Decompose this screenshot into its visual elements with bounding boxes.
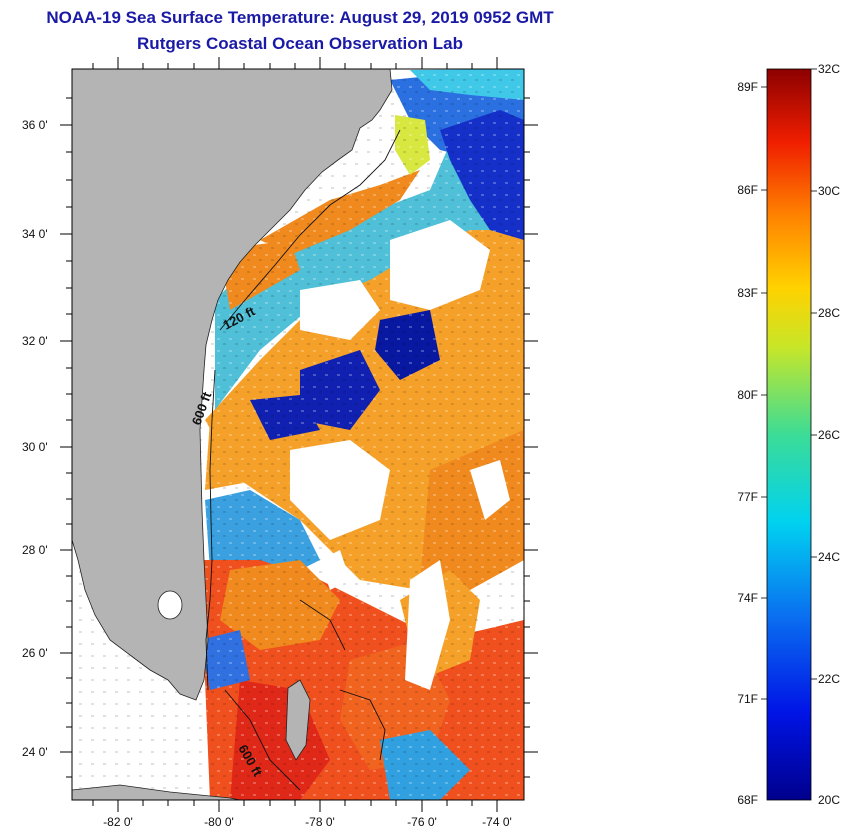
colorbar-label-f: 80F — [737, 388, 758, 402]
lon-label: -78 0' — [305, 815, 335, 829]
depth-contours — [205, 129, 401, 791]
lon-tick: -82 0' — [103, 57, 133, 829]
land-mainland — [72, 69, 393, 701]
lon-tick: -80 0' — [204, 57, 234, 829]
map-title: NOAA-19 Sea Surface Temperature: August … — [46, 8, 554, 27]
colorbar-gradient — [766, 68, 812, 801]
lon-tick: -78 0' — [305, 57, 335, 829]
lat-label: 30 0' — [22, 440, 48, 454]
colorbar-label-f: 77F — [737, 490, 758, 504]
lat-label: 36 0' — [22, 118, 48, 132]
colorbar-label-c: 22C — [818, 672, 840, 686]
latitude-axis: 36 0' 34 0' 32 0' 30 0' 28 0' 26 0' 24 0… — [22, 97, 538, 778]
cloud-mask — [290, 220, 510, 690]
lat-tick: 26 0' — [22, 646, 538, 660]
map-panel: 120 ft 600 ft 600 ft — [72, 69, 524, 800]
colorbar-label-c: 20C — [818, 793, 840, 807]
colorbar: 89F 86F 83F 80F 77F 74F 71F 68F 32C 30C … — [737, 62, 840, 807]
map-frame — [71, 68, 525, 801]
colorbar-label-c: 30C — [818, 184, 840, 198]
lat-label: 24 0' — [22, 745, 48, 759]
colorbar-label-c: 28C — [818, 306, 840, 320]
map-subtitle: Rutgers Coastal Ocean Observation Lab — [137, 34, 463, 53]
lat-tick: 32 0' — [22, 334, 538, 348]
colorbar-label-f: 68F — [737, 793, 758, 807]
colorbar-label-f: 74F — [737, 591, 758, 605]
colorbar-label-f: 71F — [737, 692, 758, 706]
lake-okeechobee — [157, 590, 183, 620]
colorbar-label-c: 24C — [818, 550, 840, 564]
lat-tick: 24 0' — [22, 745, 538, 759]
colorbar-label-c: 32C — [818, 62, 840, 76]
lat-tick: 28 0' — [22, 543, 538, 557]
colorbar-label-f: 86F — [737, 183, 758, 197]
lat-tick: 36 0' — [22, 118, 538, 132]
lat-label: 26 0' — [22, 646, 48, 660]
lat-label: 32 0' — [22, 334, 48, 348]
lon-tick: -76 0' — [407, 57, 437, 829]
lon-label: -82 0' — [103, 815, 133, 829]
lat-label: 34 0' — [22, 227, 48, 241]
land-bahamas — [285, 679, 311, 761]
lon-tick: -74 0' — [482, 57, 512, 829]
longitude-axis: -82 0' -80 0' -78 0' -76 0' -74 0' — [92, 57, 512, 829]
colorbar-label-c: 26C — [818, 428, 840, 442]
lat-label: 28 0' — [22, 543, 48, 557]
colorbar-label-f: 83F — [737, 286, 758, 300]
lon-label: -80 0' — [204, 815, 234, 829]
lat-tick: 34 0' — [22, 227, 538, 241]
land-cuba — [72, 784, 241, 800]
lon-label: -76 0' — [407, 815, 437, 829]
lon-label: -74 0' — [482, 815, 512, 829]
colorbar-label-f: 89F — [737, 80, 758, 94]
lat-tick: 30 0' — [22, 440, 538, 454]
